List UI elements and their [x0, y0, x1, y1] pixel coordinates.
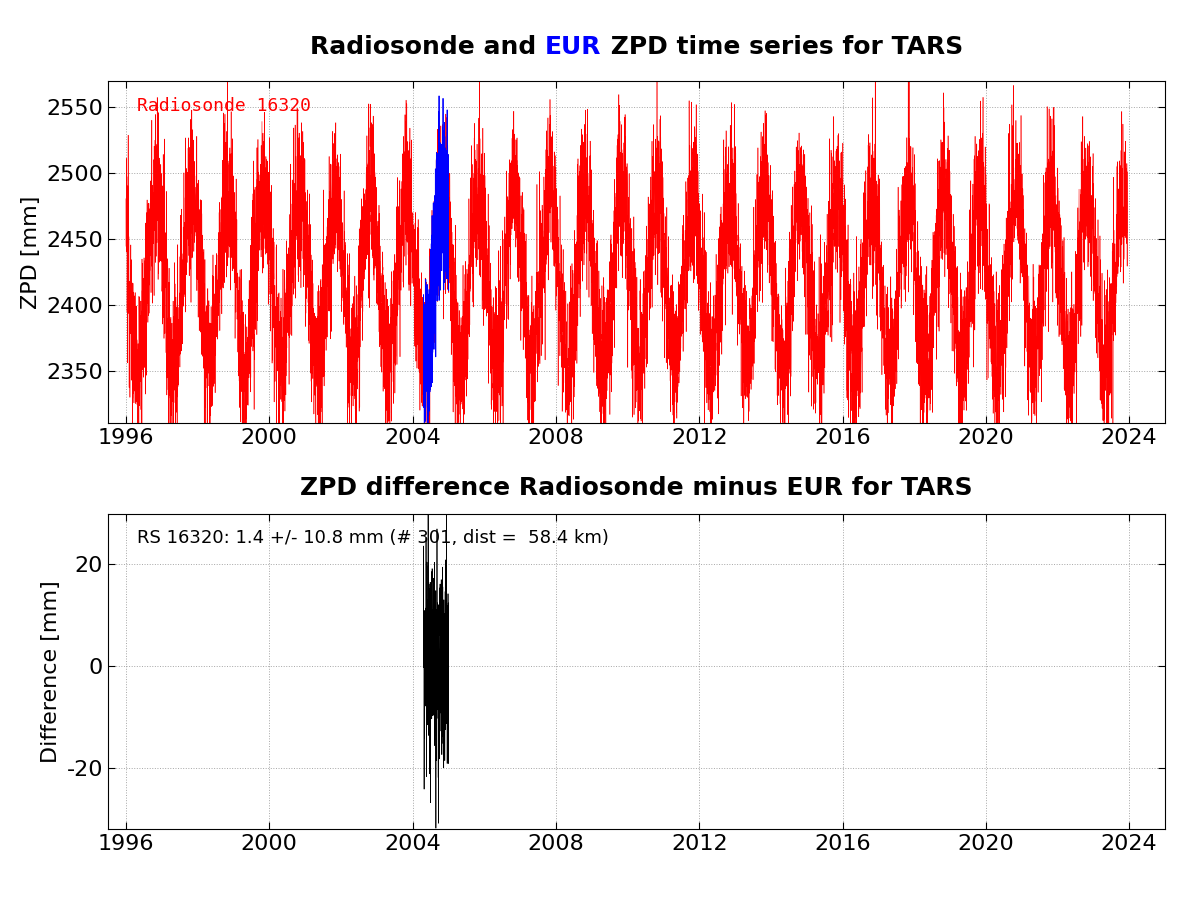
Text: EUR: EUR [545, 34, 602, 59]
Text: ZPD difference Radiosonde minus EUR for TARS: ZPD difference Radiosonde minus EUR for … [300, 476, 973, 500]
Text: Radiosonde 16320: Radiosonde 16320 [137, 97, 311, 115]
Text: RS 16320: 1.4 +/- 10.8 mm (# 301, dist =  58.4 km): RS 16320: 1.4 +/- 10.8 mm (# 301, dist =… [137, 529, 609, 547]
Text: Radiosonde and: Radiosonde and [310, 34, 545, 59]
Text: ZPD time series for TARS: ZPD time series for TARS [602, 34, 963, 59]
Y-axis label: Difference [mm]: Difference [mm] [41, 580, 61, 762]
Y-axis label: ZPD [mm]: ZPD [mm] [20, 196, 41, 309]
